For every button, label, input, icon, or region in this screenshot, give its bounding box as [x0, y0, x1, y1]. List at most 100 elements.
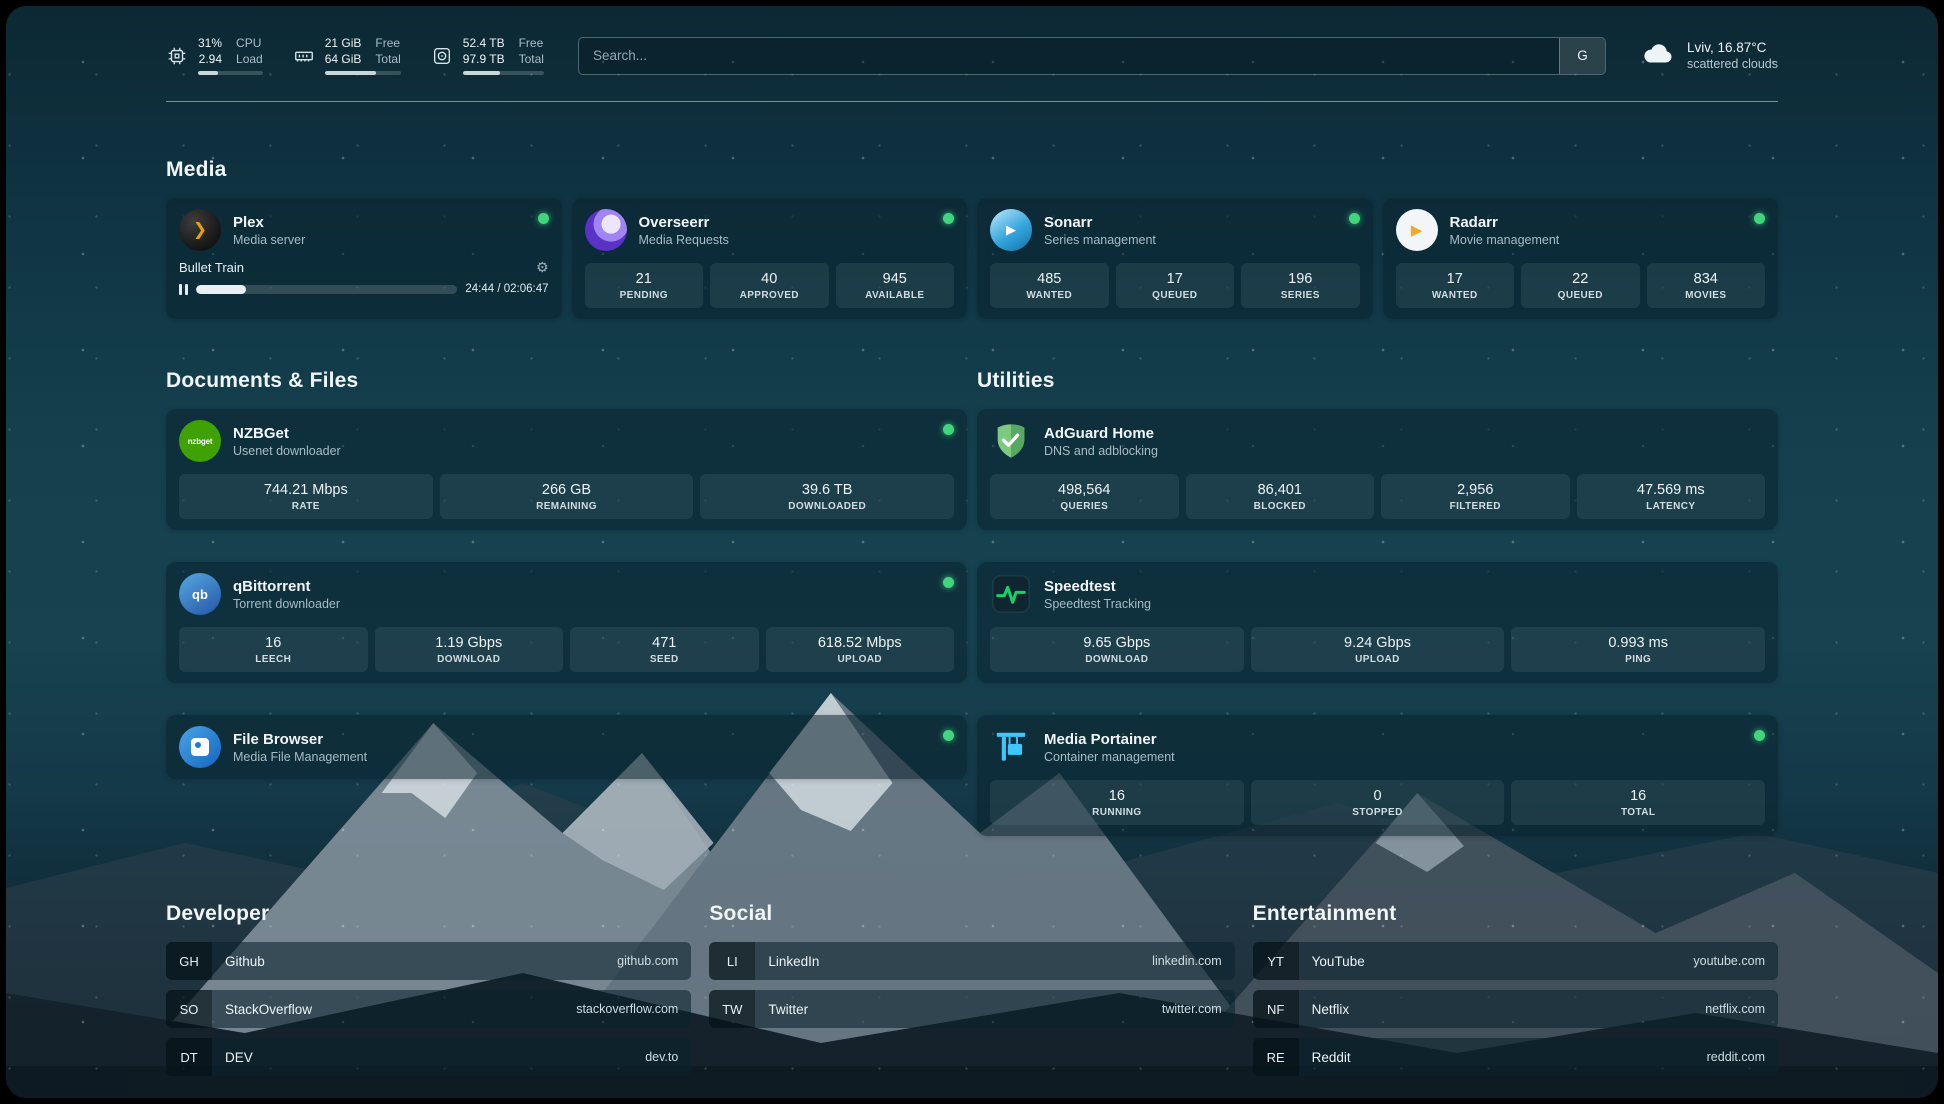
service-description: Container management	[1044, 749, 1175, 765]
service-card-plex[interactable]: ❯ Plex Media server Bullet Train ⚙	[166, 198, 562, 319]
bookmark-netflix[interactable]: NF Netflix netflix.com	[1253, 990, 1778, 1028]
github-icon: GH	[166, 942, 212, 980]
bookmark-name: Github	[225, 954, 265, 969]
cloud-icon	[1640, 40, 1676, 72]
service-name: Speedtest	[1044, 577, 1151, 596]
stat-remaining: 266 GBREMAINING	[440, 474, 694, 519]
stat-queries: 498,564QUERIES	[990, 474, 1179, 519]
section-title-media: Media	[166, 158, 1778, 182]
service-card-speedtest[interactable]: Speedtest Speedtest Tracking 9.65 GbpsDO…	[977, 562, 1778, 683]
bookmark-name: Twitter	[768, 1002, 808, 1017]
speedtest-icon	[990, 573, 1032, 615]
section-title-documents: Documents & Files	[166, 369, 967, 393]
sonarr-icon: ▶	[990, 209, 1032, 251]
dev-icon: DT	[166, 1038, 212, 1076]
service-name: Overseerr	[639, 213, 729, 232]
settings-gear-icon[interactable]: ⚙	[536, 259, 549, 276]
qbittorrent-icon: qb	[179, 573, 221, 615]
service-name: Sonarr	[1044, 213, 1156, 232]
bookmark-twitter[interactable]: TW Twitter twitter.com	[709, 990, 1234, 1028]
stat-queued: 17QUEUED	[1116, 263, 1235, 308]
stat-total: 16TOTAL	[1511, 780, 1765, 825]
adguard-icon	[990, 420, 1032, 462]
service-card-qbittorrent[interactable]: qb qBittorrent Torrent downloader 16LEEC…	[166, 562, 967, 683]
status-online-dot	[943, 730, 954, 741]
stat-available: 945AVAILABLE	[836, 263, 955, 308]
playback-progress-bar	[196, 285, 457, 294]
twitter-icon: TW	[709, 990, 755, 1028]
bookmark-name: DEV	[225, 1050, 253, 1065]
service-card-sonarr[interactable]: ▶ Sonarr Series management 485WANTED 17Q…	[977, 198, 1373, 319]
now-playing-title: Bullet Train	[179, 260, 244, 275]
service-description: Speedtest Tracking	[1044, 596, 1151, 612]
cpu-usage-label: CPU	[236, 36, 263, 51]
service-name: Radarr	[1450, 213, 1560, 232]
service-card-adguard[interactable]: AdGuard Home DNS and adblocking 498,564Q…	[977, 409, 1778, 530]
service-description: Series management	[1044, 232, 1156, 248]
stat-filtered: 2,956FILTERED	[1381, 474, 1570, 519]
stat-download: 9.65 GbpsDOWNLOAD	[990, 627, 1244, 672]
memory-free-value: 21 GiB	[325, 36, 362, 51]
bookmark-name: Netflix	[1312, 1002, 1350, 1017]
stat-ping: 0.993 msPING	[1511, 627, 1765, 672]
status-online-dot	[1349, 213, 1360, 224]
bookmark-name: Reddit	[1312, 1050, 1351, 1065]
pause-icon[interactable]	[179, 284, 188, 295]
status-online-dot	[1754, 213, 1765, 224]
stat-upload: 618.52 MbpsUPLOAD	[766, 627, 955, 672]
weather-widget: Lviv, 16.87°C scattered clouds	[1640, 39, 1778, 72]
status-online-dot	[943, 213, 954, 224]
section-utilities: Utilities AdGu	[977, 369, 1778, 836]
bookmark-github[interactable]: GH Github github.com	[166, 942, 691, 980]
service-card-radarr[interactable]: ▶ Radarr Movie management 17WANTED 22QUE…	[1383, 198, 1779, 319]
service-description: Media Requests	[639, 232, 729, 248]
bookmark-youtube[interactable]: YT YouTube youtube.com	[1253, 942, 1778, 980]
bookmark-linkedin[interactable]: LI LinkedIn linkedin.com	[709, 942, 1234, 980]
service-description: Media File Management	[233, 749, 367, 765]
bookmark-group-entertainment: Entertainment YT YouTube youtube.com NF …	[1253, 902, 1778, 1076]
header-divider	[166, 101, 1778, 102]
service-description: Usenet downloader	[233, 443, 341, 459]
weather-location: Lviv, 16.87°C	[1687, 39, 1778, 56]
service-card-overseerr[interactable]: Overseerr Media Requests 21PENDING 40APP…	[572, 198, 968, 319]
netflix-icon: NF	[1253, 990, 1299, 1028]
top-bar: 31% CPU 2.94 Load	[166, 36, 1778, 75]
bookmark-dev[interactable]: DT DEV dev.to	[166, 1038, 691, 1076]
service-card-nzbget[interactable]: nzbget NZBGet Usenet downloader 744.21 M…	[166, 409, 967, 530]
stat-series: 196SERIES	[1241, 263, 1360, 308]
status-online-dot	[538, 213, 549, 224]
section-title-entertainment: Entertainment	[1253, 902, 1778, 926]
bookmark-url: dev.to	[645, 1050, 678, 1064]
cpu-load-value: 2.94	[198, 52, 222, 67]
stat-queued: 22QUEUED	[1521, 263, 1640, 308]
service-name: Plex	[233, 213, 305, 232]
service-card-portainer[interactable]: Media Portainer Container management 16R…	[977, 715, 1778, 836]
cpu-usage-value: 31%	[198, 36, 222, 51]
section-title-social: Social	[709, 902, 1234, 926]
stat-stopped: 0STOPPED	[1251, 780, 1505, 825]
nzbget-icon: nzbget	[179, 420, 221, 462]
memory-widget: 21 GiB Free 64 GiB Total	[293, 36, 401, 75]
bookmark-url: twitter.com	[1162, 1002, 1222, 1016]
search-provider-button[interactable]: G	[1559, 38, 1605, 74]
bookmark-name: YouTube	[1312, 954, 1365, 969]
stat-downloaded: 39.6 TBDOWNLOADED	[700, 474, 954, 519]
service-description: Movie management	[1450, 232, 1560, 248]
section-documents: Documents & Files nzbget NZBGet Usenet d…	[166, 369, 967, 836]
service-card-filebrowser[interactable]: File Browser Media File Management	[166, 715, 967, 779]
dashboard-window: 31% CPU 2.94 Load	[6, 6, 1938, 1098]
bookmark-url: youtube.com	[1693, 954, 1765, 968]
memory-free-label: Free	[375, 36, 400, 51]
stat-blocked: 86,401BLOCKED	[1186, 474, 1375, 519]
status-online-dot	[943, 424, 954, 435]
stat-upload: 9.24 GbpsUPLOAD	[1251, 627, 1505, 672]
bookmark-reddit[interactable]: RE Reddit reddit.com	[1253, 1038, 1778, 1076]
stat-running: 16RUNNING	[990, 780, 1244, 825]
search-input[interactable]	[579, 38, 1559, 74]
service-description: DNS and adblocking	[1044, 443, 1158, 459]
youtube-icon: YT	[1253, 942, 1299, 980]
disk-total-label: Total	[519, 52, 544, 67]
bookmark-stackoverflow[interactable]: SO StackOverflow stackoverflow.com	[166, 990, 691, 1028]
linkedin-icon: LI	[709, 942, 755, 980]
service-name: AdGuard Home	[1044, 424, 1158, 443]
